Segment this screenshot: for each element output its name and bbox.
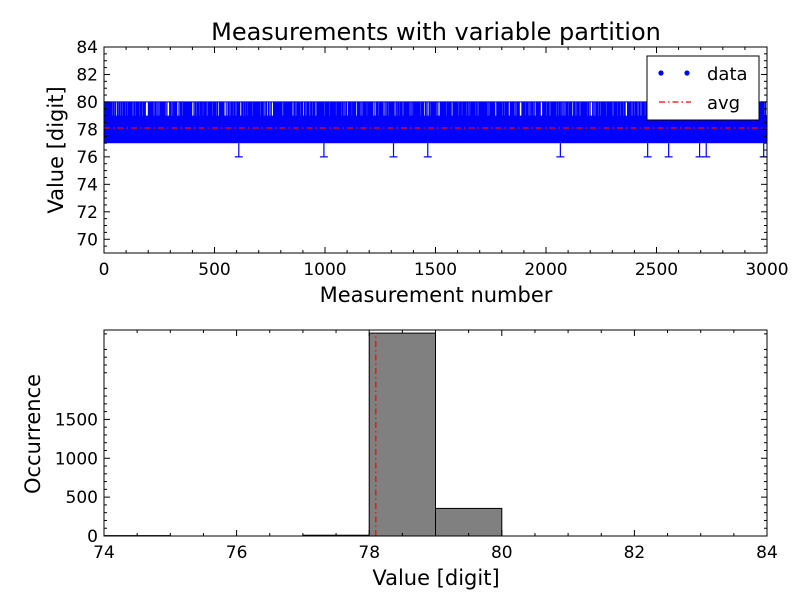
legend-box (646, 55, 760, 121)
histogram-ticks: 74 76 78 80 82 84 0 500 1000 1500 (55, 330, 778, 563)
x-tick-label: 78 (358, 543, 380, 563)
histogram-bar (368, 332, 437, 536)
y-axis-label: Value [digit] (44, 86, 68, 213)
histogram-y-axis-label: Occurrence (21, 374, 45, 494)
outlier-point (423, 143, 432, 158)
y-tick-label: 70 (76, 230, 98, 250)
scatter-ticks: 0 500 1000 1500 2000 2500 3000 70 72 74 76 78 80 82 84 (76, 38, 788, 280)
histogram-chart: 74 76 78 80 82 84 0 500 1000 1500 Value [digit] O… (21, 329, 778, 590)
outlier-point (319, 143, 328, 158)
x-tick-label: 1500 (414, 260, 457, 280)
outlier-point (702, 143, 711, 158)
y-tick-label: 80 (76, 93, 98, 113)
legend-label: data (707, 64, 748, 85)
y-tick-label: 78 (76, 120, 98, 140)
y-tick-label: 0 (87, 527, 98, 547)
x-tick-label: 80 (491, 543, 513, 563)
x-tick-label: 76 (226, 543, 248, 563)
y-tick-label: 72 (76, 203, 98, 223)
outlier-point (643, 143, 652, 158)
histogram-plot-area (104, 332, 503, 536)
chart-title: Measurements with variable partition (211, 18, 661, 46)
x-tick-label: 500 (198, 260, 230, 280)
x-tick-label: 82 (624, 543, 646, 563)
y-tick-label: 1000 (55, 449, 98, 469)
y-tick-label: 1500 (55, 410, 98, 430)
outlier-point (695, 143, 704, 158)
x-tick-label: 84 (756, 543, 778, 563)
y-tick-label: 500 (66, 488, 98, 508)
histogram-bar (435, 507, 503, 536)
x-tick-label: 3000 (745, 260, 788, 280)
x-tick-label: 74 (93, 543, 115, 563)
legend: data avg (646, 55, 760, 121)
y-tick-label: 76 (76, 148, 98, 168)
x-axis-label: Measurement number (320, 283, 553, 307)
x-tick-label: 1000 (303, 260, 346, 280)
legend-label: avg (707, 93, 740, 114)
outlier-point (389, 143, 398, 158)
data-band-strokes (104, 101, 767, 144)
y-tick-label: 84 (76, 38, 98, 58)
legend-entry-avg: avg (659, 93, 740, 114)
data-band (104, 101, 767, 144)
x-tick-label: 0 (99, 260, 110, 280)
y-tick-label: 82 (76, 65, 98, 85)
x-tick-label: 2500 (635, 260, 678, 280)
outlier-point (664, 143, 673, 158)
outlier-point (234, 143, 243, 158)
histogram-x-axis-label: Value [digit] (372, 566, 499, 590)
y-tick-label: 74 (76, 175, 98, 195)
scatter-chart: Measurements with variable partition dat… (44, 18, 789, 307)
outlier-point (556, 143, 565, 158)
scatter-plot-area (104, 101, 767, 158)
legend-entry-data: data (658, 64, 748, 85)
x-tick-label: 2000 (524, 260, 567, 280)
